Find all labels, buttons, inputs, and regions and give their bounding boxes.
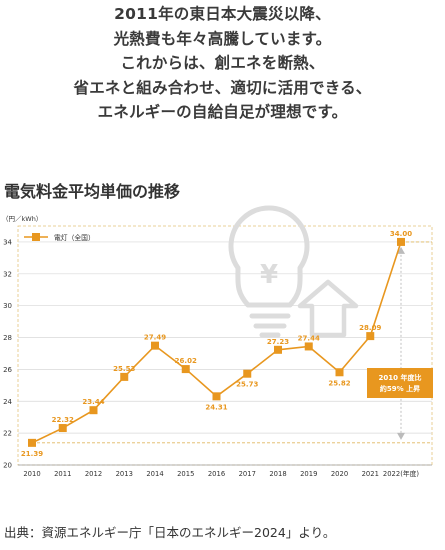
data-label: 34.00 [390,230,412,238]
intro-line: エネルギーの自給自足が理想です。 [97,103,348,121]
data-point [28,438,36,447]
intro-text: 2011年の東日本大震災以降、 光熱費も年々高騰しています。 これからは、創エネ… [0,2,445,125]
annotation-box [367,368,433,398]
y-unit-label: （円／kWh） [2,215,43,223]
data-point [181,365,190,374]
data-label: 22.32 [52,416,74,424]
data-point [274,345,282,354]
source-note: 出典：資源エネルギー庁「日本のエネルギー2024」より。 [4,525,336,540]
line-chart: 20 22 24 26 28 30 32 34 2010 2011 2012 2013 2014 2015… [3,205,433,478]
data-label: 27.23 [267,338,289,346]
y-tick-label: 24 [3,398,12,406]
legend-swatch-marker [32,233,40,241]
series-line [31,241,402,444]
x-tick-label: 2016 [208,470,225,478]
x-tick-label: 2021 [362,470,379,478]
y-tick-label: 20 [3,462,12,470]
data-point [212,392,221,401]
data-label: 27.49 [144,334,166,342]
x-tick-label: 2018 [269,470,286,478]
rise-arrow-head [397,246,405,254]
x-tick-label: 2010 [23,470,40,478]
rise-arrow-tail [397,432,405,440]
y-tick-label: 28 [3,334,12,342]
data-label: 26.02 [175,357,197,365]
data-label: 23.44 [82,398,104,406]
data-point [151,341,159,350]
svg-text:¥: ¥ [260,260,278,290]
x-tick-label: 2022(年度) [383,469,420,478]
y-tick-label: 22 [3,430,12,438]
x-tick-label: 2017 [239,470,256,478]
intro-line: 省エネと組み合わせ、適切に活用できる、 [73,78,372,97]
legend-label: 電灯（全国） [54,233,95,242]
intro-line: 2011年の東日本大震災以降、 [114,5,331,23]
intro-line: 光熱費も年々高騰しています。 [113,29,332,48]
data-label: 28.09 [359,324,381,332]
x-tick-label: 2012 [85,470,102,478]
x-tick-label: 2014 [146,470,163,478]
data-point [58,424,67,433]
chart-title: 電気料金平均単価の推移 [4,182,181,201]
x-tick-label: 2019 [300,470,317,478]
lightbulb-icon: ¥ [228,205,359,338]
y-tick-label: 30 [3,302,12,310]
data-label: 25.53 [113,365,135,373]
data-point [243,369,252,378]
y-tick-label: 32 [3,270,12,278]
data-label: 21.39 [21,450,43,458]
data-point [335,368,344,377]
data-point [120,372,129,381]
data-point [89,406,98,415]
data-point [397,237,405,246]
intro-line: これからは、創エネを断熱、 [120,54,325,72]
annotation-line: 約59% 上昇 [380,384,420,393]
x-tick-label: 2015 [177,470,194,478]
data-point [304,342,313,351]
plot-frame [17,225,433,466]
data-point [366,332,375,341]
data-label: 25.82 [328,379,350,387]
x-tick-label: 2011 [54,470,71,478]
x-tick-label: 2013 [116,470,133,478]
y-tick-label: 34 [3,238,12,246]
data-label: 27.44 [298,334,320,342]
annotation-line: 2010 年度比 [379,373,422,382]
x-tick-label: 2020 [331,470,348,478]
data-label: 24.31 [205,403,227,411]
y-tick-label: 26 [3,366,12,374]
data-label: 25.73 [236,381,258,389]
